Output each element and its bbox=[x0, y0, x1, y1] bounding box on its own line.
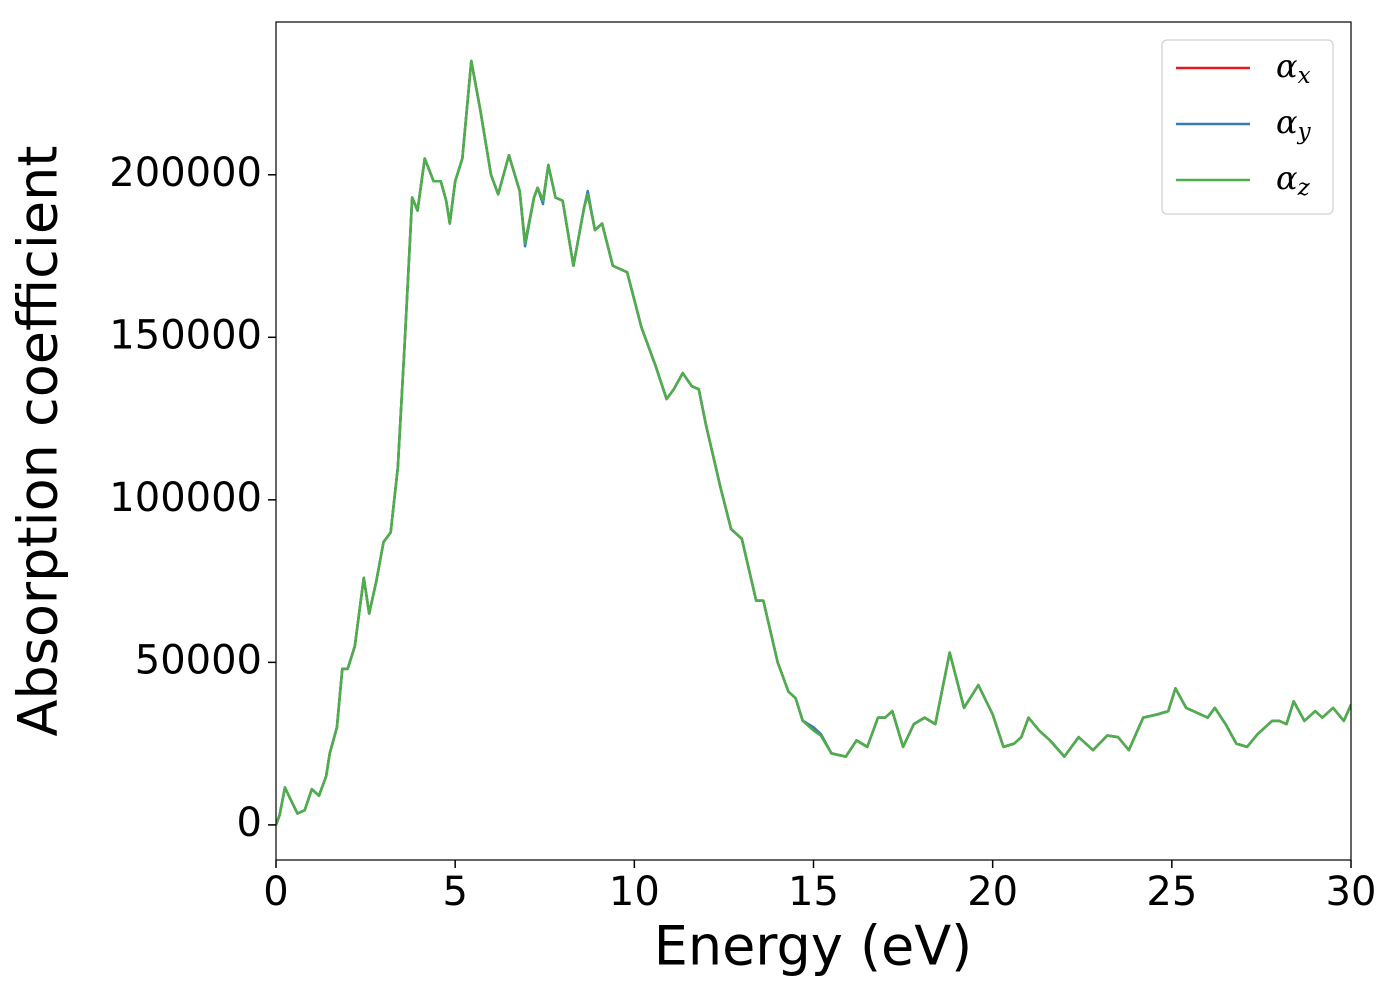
legend-label: αz bbox=[1276, 159, 1311, 202]
series-line bbox=[276, 59, 1351, 826]
x-tick-label: 5 bbox=[442, 869, 467, 915]
x-tick-label: 10 bbox=[609, 869, 660, 915]
x-axis-label: Energy (eV) bbox=[654, 915, 973, 978]
legend-box bbox=[1161, 39, 1334, 215]
y-tick-label: 200000 bbox=[109, 150, 262, 196]
y-axis-label: Absorption coefficient bbox=[7, 146, 70, 737]
x-tick-label: 20 bbox=[967, 869, 1018, 915]
x-tick-label: 25 bbox=[1146, 869, 1197, 915]
legend-label: αy bbox=[1276, 103, 1312, 146]
y-tick-label: 0 bbox=[237, 800, 262, 846]
y-tick-label: 100000 bbox=[109, 475, 262, 521]
plot-frame bbox=[275, 21, 1352, 861]
x-tick-label: 15 bbox=[788, 869, 839, 915]
x-tick-label: 0 bbox=[263, 869, 288, 915]
y-tick-label: 150000 bbox=[109, 312, 262, 358]
x-tick-label: 30 bbox=[1326, 869, 1377, 915]
legend-label: αx bbox=[1276, 47, 1311, 90]
y-tick-label: 50000 bbox=[135, 637, 262, 683]
